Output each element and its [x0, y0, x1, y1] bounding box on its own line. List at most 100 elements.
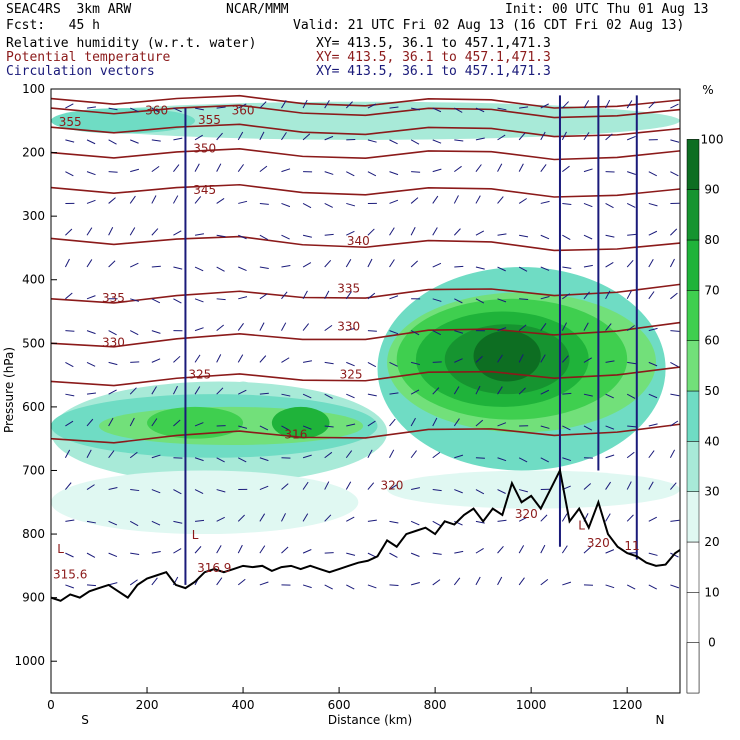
- circulation-vector: [648, 481, 654, 490]
- circulation-vector: [497, 546, 504, 554]
- circulation-vector: [173, 298, 182, 304]
- theta-label: 11: [624, 539, 639, 553]
- circulation-vector: [346, 423, 356, 427]
- colorbar-swatch: [686, 340, 700, 392]
- theta-label: 316.9: [197, 561, 231, 575]
- circulation-vector: [194, 327, 204, 332]
- circulation-vector: [346, 393, 355, 399]
- circulation-vector: [130, 139, 139, 144]
- circulation-vector: [194, 107, 204, 111]
- circulation-vector: [194, 422, 204, 427]
- circulation-vector: [130, 552, 140, 555]
- colorbar-label: 30: [704, 485, 719, 499]
- circulation-vector: [518, 457, 528, 463]
- colorbar-swatch: [686, 390, 700, 442]
- circulation-vector: [129, 417, 135, 427]
- circulation-vector: [281, 483, 289, 490]
- circulation-vector: [605, 393, 614, 399]
- circulation-vector: [627, 233, 637, 236]
- circulation-vector: [86, 392, 97, 395]
- colorbar-label: 70: [704, 283, 719, 297]
- circulation-vector: [410, 197, 419, 204]
- circulation-vector: [389, 392, 399, 395]
- y-tick-label: 1000: [14, 654, 45, 668]
- circulation-vector: [410, 139, 420, 145]
- circulation-vector: [86, 418, 94, 427]
- circulation-vector: [583, 100, 590, 109]
- circulation-vector: [367, 584, 377, 589]
- circulation-vector: [281, 168, 291, 173]
- circulation-vector: [324, 100, 330, 109]
- colorbar-swatch: [686, 189, 700, 241]
- circulation-vector: [475, 137, 485, 141]
- circulation-vector: [173, 419, 181, 427]
- circulation-vector: [65, 482, 72, 490]
- circulation-vector: [648, 516, 658, 522]
- circulation-vector: [216, 516, 225, 522]
- circulation-vector: [216, 489, 226, 493]
- circulation-vector: [389, 295, 399, 300]
- circulation-vector: [65, 292, 73, 300]
- circulation-vector: [561, 355, 569, 363]
- circulation-vector: [129, 579, 138, 586]
- theta-contour: [50, 366, 681, 387]
- circulation-vector: [302, 584, 312, 589]
- circulation-vector: [454, 358, 463, 363]
- circulation-vector: [605, 323, 612, 331]
- circulation-vector: [605, 133, 613, 141]
- circulation-vector: [518, 577, 525, 586]
- circulation-vector: [497, 386, 503, 395]
- theta-label: 360: [145, 103, 168, 117]
- circulation-vector: [518, 354, 524, 363]
- colorbar-unit: %: [702, 83, 713, 97]
- circulation-vector: [281, 322, 287, 331]
- circulation-vector: [108, 450, 115, 459]
- circulation-vector: [475, 547, 484, 554]
- circulation-vector: [194, 163, 200, 172]
- circulation-vector: [194, 546, 202, 554]
- y-tick-label: 600: [22, 400, 45, 414]
- colorbar: 0 10 20 30 40 50 60 70 80 90 100: [686, 132, 723, 694]
- y-tick-label: 700: [22, 463, 45, 477]
- header-org: NCAR/MMM: [226, 2, 289, 17]
- circulation-vector: [626, 136, 636, 141]
- circulation-vector: [583, 234, 593, 240]
- rh-region: [473, 330, 541, 382]
- circulation-vector: [65, 228, 73, 236]
- circulation-vector: [475, 576, 481, 586]
- circulation-vector: [389, 552, 398, 558]
- circulation-vector: [648, 327, 658, 332]
- circulation-vector: [259, 513, 266, 522]
- circulation-vector: [670, 292, 678, 300]
- circulation-vectors: [64, 95, 680, 590]
- circulation-vector: [151, 551, 161, 554]
- circulation-vector: [518, 545, 525, 554]
- x-tick-label: 800: [424, 698, 447, 712]
- colorbar-label: 10: [704, 585, 719, 599]
- circulation-vector: [497, 576, 503, 586]
- circulation-vector: [583, 393, 593, 397]
- circulation-vector: [605, 549, 615, 554]
- circulation-vector: [411, 487, 421, 491]
- plot-frame: [50, 88, 681, 694]
- circulation-vector: [65, 552, 74, 558]
- circulation-vector: [324, 481, 330, 490]
- circulation-vector: [86, 199, 96, 204]
- circulation-vector: [108, 107, 118, 111]
- circulation-vector: [432, 298, 442, 302]
- circulation-vector: [670, 584, 680, 589]
- circulation-vector: [173, 164, 180, 172]
- circulation-vector: [562, 457, 572, 462]
- circulation-vector: [216, 298, 226, 301]
- circulation-vector: [410, 552, 420, 557]
- colorbar-swatch: [686, 592, 700, 643]
- header-fcst: Fcst: 45 h: [6, 18, 100, 33]
- circulation-vector: [367, 420, 376, 427]
- circulation-vector: [302, 203, 312, 209]
- circulation-vector: [583, 425, 593, 431]
- circulation-vector: [346, 552, 356, 556]
- circulation-vector: [562, 266, 572, 269]
- circulation-vector: [65, 361, 74, 368]
- circulation-vector: [86, 361, 96, 367]
- circulation-vector: [151, 489, 161, 494]
